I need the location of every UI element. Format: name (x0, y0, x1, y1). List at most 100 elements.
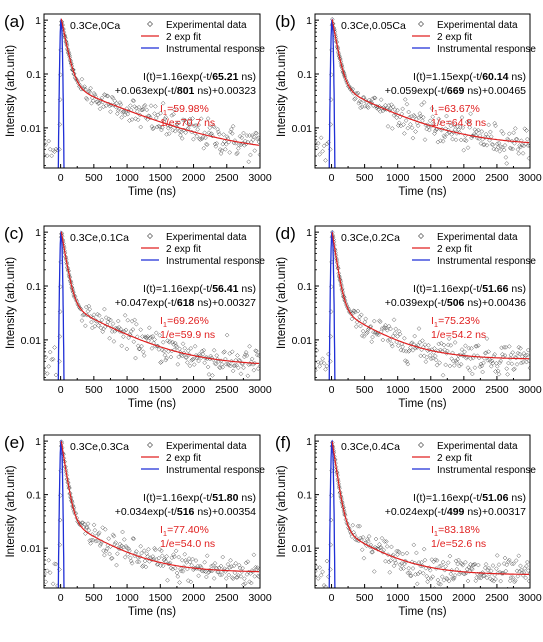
data-point (388, 558, 393, 563)
data-point (451, 576, 456, 582)
data-point (96, 313, 102, 318)
data-point (355, 523, 361, 529)
y-axis-label: Intensity (arb.unit) (276, 257, 288, 349)
data-point (221, 349, 226, 355)
data-point (69, 67, 75, 73)
data-point (415, 123, 421, 129)
data-point (500, 570, 506, 576)
data-point (204, 354, 209, 360)
legend-entry: Instrumental response (166, 256, 265, 267)
data-point (479, 129, 485, 134)
experimental-data-series (44, 231, 260, 379)
data-point (346, 526, 352, 532)
data-point (509, 138, 515, 144)
data-point (203, 569, 208, 574)
data-point (139, 343, 144, 349)
data-point (486, 122, 492, 128)
data-point (71, 71, 77, 77)
equation-part: ns)+0.00327 (194, 297, 256, 309)
data-point (492, 572, 498, 578)
data-point (177, 580, 182, 585)
data-point (465, 578, 471, 584)
data-point (501, 344, 507, 350)
data-point (404, 359, 410, 364)
data-point (437, 563, 442, 569)
data-point (478, 575, 484, 581)
data-point (242, 354, 247, 360)
data-point (493, 123, 498, 129)
fit-equation-line-2: +0.063exp(-t/801 ns)+0.00323 (115, 85, 256, 97)
ratio-subscript: 1 (434, 320, 438, 329)
data-point (486, 349, 492, 355)
data-point (105, 93, 111, 99)
plot-frame (314, 225, 531, 381)
data-point (515, 147, 521, 152)
data-point (122, 112, 128, 118)
data-point (103, 315, 109, 320)
data-point (91, 312, 97, 318)
data-point (141, 353, 147, 358)
data-point (90, 537, 96, 543)
x-tick-label: 500 (85, 172, 103, 184)
plot-frame (43, 434, 261, 589)
equation-part: I(t)=1.15exp(-t/ (413, 71, 482, 83)
data-point (179, 557, 185, 563)
data-point (388, 326, 393, 332)
data-point (121, 537, 127, 542)
data-point (358, 105, 363, 111)
data-point (321, 583, 327, 588)
data-point (490, 360, 496, 366)
ratio-symbol: I (431, 315, 434, 327)
data-point (434, 558, 440, 563)
data-point (456, 557, 461, 563)
data-point (83, 525, 89, 530)
data-point (71, 294, 77, 300)
data-point (468, 562, 473, 567)
data-point (371, 95, 377, 101)
data-point (170, 339, 176, 345)
x-axis-label: Time (ns) (398, 606, 446, 618)
data-point (219, 148, 225, 153)
data-point (88, 541, 93, 546)
data-point (496, 562, 502, 567)
data-point (515, 350, 521, 356)
data-point (86, 528, 92, 533)
data-point (482, 573, 487, 578)
data-point (514, 361, 520, 367)
x-tick-label: 2000 (452, 592, 476, 604)
data-point (84, 97, 90, 102)
x-tick-label: 2500 (485, 384, 509, 396)
data-point (112, 328, 118, 334)
y-tick-label: 0.01 (292, 335, 313, 347)
data-point (512, 579, 517, 585)
y-tick-label: 0.1 (26, 490, 41, 502)
data-point (416, 326, 422, 331)
data-point (358, 323, 363, 329)
data-point (384, 544, 390, 549)
data-point (345, 305, 350, 310)
data-point (247, 343, 252, 349)
data-point (146, 546, 151, 552)
data-point (224, 134, 230, 140)
data-point (497, 148, 503, 154)
data-point (50, 581, 56, 587)
equation-part: 516 (177, 506, 195, 518)
data-point (506, 131, 512, 137)
data-point (91, 91, 97, 96)
data-point (165, 577, 170, 583)
data-point (455, 356, 461, 362)
data-point (227, 351, 233, 356)
data-point (408, 122, 413, 127)
data-point (428, 576, 434, 581)
data-point (146, 559, 152, 564)
data-point (175, 574, 181, 579)
data-point (248, 571, 253, 576)
data-point (44, 568, 50, 574)
data-point (251, 134, 257, 140)
x-tick-label: 0 (58, 592, 64, 604)
ratio-annotation: I1=75.23% (431, 315, 480, 329)
equation-part: 506 (447, 297, 465, 309)
data-point (93, 538, 99, 544)
